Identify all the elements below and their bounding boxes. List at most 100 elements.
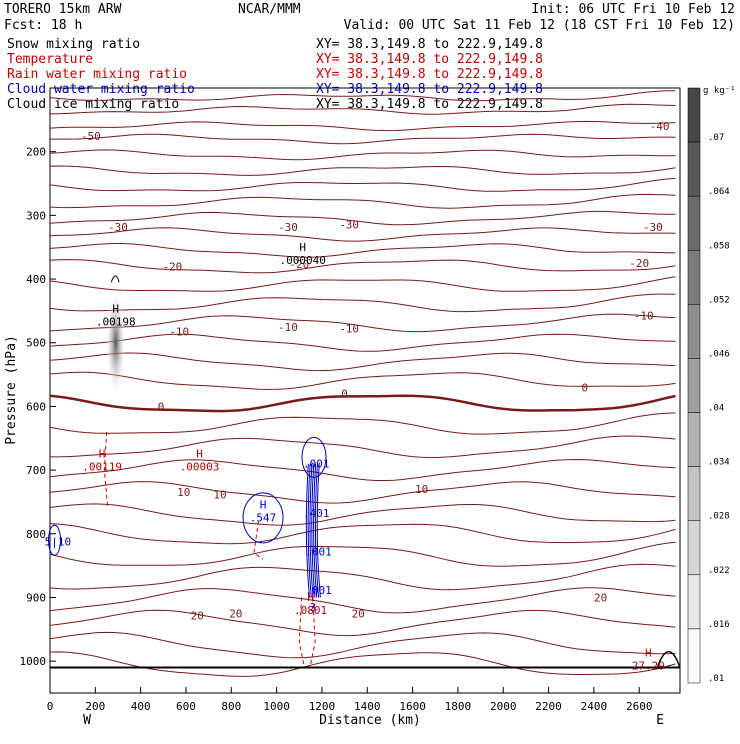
isotherm-label: -40 — [650, 120, 670, 133]
isotherm-line — [49, 90, 676, 102]
maximum-value: .0801 — [294, 604, 327, 617]
colorbar-cell — [687, 250, 701, 305]
isotherm-label: -30 — [643, 221, 663, 234]
rain-contour — [298, 597, 305, 665]
x-tick-label: 600 — [176, 700, 196, 713]
cloud-label: .001 — [305, 546, 332, 559]
legend-name-snow: Snow mixing ratio — [7, 37, 140, 52]
cloud-water-contour — [311, 463, 316, 598]
isotherm-label: 0 — [158, 400, 165, 413]
cloud-label: .001 — [303, 458, 330, 471]
isotherm-label: -20 — [289, 258, 309, 271]
cloud-label: .401 — [303, 507, 330, 520]
valid-label: Valid: 00 UTC Sat 11 Feb 12 (18 CST Fri … — [344, 18, 735, 33]
isotherm-line — [49, 651, 676, 677]
y-tick-label: 200 — [26, 146, 46, 159]
colorbar-cell — [687, 87, 701, 143]
x-tick-label: 2600 — [626, 700, 653, 713]
cloud-water-contour — [307, 463, 312, 598]
isotherm-label: -30 — [108, 221, 128, 234]
isotherm-label: 20 — [594, 591, 607, 604]
isotherm-line — [49, 210, 676, 226]
colorbar-cell — [687, 628, 701, 684]
isotherm-line — [49, 243, 676, 258]
y-tick-label: 800 — [26, 528, 46, 541]
isotherm-line — [49, 293, 676, 313]
isotherm-line — [49, 352, 676, 372]
maximum-marker: H — [260, 499, 267, 512]
x-tick-label: 2400 — [581, 700, 608, 713]
y-tick-label: 600 — [26, 400, 46, 413]
y-tick-label: 1000 — [20, 655, 47, 668]
x-tick-label: 1000 — [263, 700, 290, 713]
colorbar-cell — [687, 141, 701, 197]
isotherm-line — [49, 227, 676, 242]
isotherm-line — [49, 394, 676, 413]
maximum-marker: H — [99, 448, 106, 461]
y-tick-label: 300 — [26, 209, 46, 222]
legend-name-cloud-water: Cloud water mixing ratio — [7, 82, 195, 97]
colorbar-cell — [687, 520, 701, 576]
y-tick-label: 900 — [26, 591, 46, 604]
isotherm-line — [49, 541, 676, 567]
y-axis-title: Pressure (hPa) — [4, 335, 19, 445]
maximum-marker: H — [112, 303, 119, 316]
legend-xy-rain: XY= 38.3,149.8 to 222.9,149.8 — [316, 67, 543, 82]
legend-name-temperature: Temperature — [7, 52, 93, 67]
temperature-contours — [49, 90, 680, 677]
isotherm-line — [50, 133, 676, 145]
colorbar-unit: g kg⁻¹ — [703, 86, 736, 96]
maximum-value: .00119 — [82, 461, 122, 474]
colorbar-label: .058 — [708, 241, 730, 251]
x-tick-label: 1800 — [445, 700, 472, 713]
x-axis-title: Distance (km) — [319, 713, 421, 728]
colorbar-label: .028 — [708, 512, 730, 522]
maximum-value: .00198 — [96, 316, 136, 329]
isotherm-line — [49, 458, 676, 481]
cloud-water-contour — [313, 463, 318, 598]
isotherm-label: -30 — [278, 221, 298, 234]
isotherm-line — [49, 371, 676, 390]
isotherm-line — [50, 435, 676, 459]
colorbar-cell — [687, 412, 701, 467]
maximum-marker: H — [196, 448, 203, 461]
x-tick-label: 0 — [47, 700, 54, 713]
y-tick-label: 500 — [26, 337, 46, 350]
isotherm-line — [49, 276, 676, 292]
isotherm-line — [49, 523, 676, 545]
x-tick-label: 1600 — [399, 700, 426, 713]
colorbar-label: .052 — [708, 295, 730, 305]
isotherm-label: 20 — [229, 607, 242, 620]
isotherm-label: -10 — [278, 321, 298, 334]
hydrometeor-fields — [48, 275, 681, 668]
colorbar-label: .034 — [708, 458, 730, 468]
isotherm-line — [49, 503, 676, 526]
cloud-water-contour — [301, 436, 327, 478]
cloud-label: .001 — [305, 584, 332, 597]
terrain-bump — [656, 650, 681, 668]
cloud-water-contour — [48, 524, 62, 556]
colorbar-cell — [687, 358, 701, 413]
isotherm-label: -50 — [81, 130, 101, 143]
isotherm-line — [49, 412, 676, 435]
colorbar-label: .064 — [708, 187, 730, 197]
isotherm-label: 20 — [191, 609, 204, 622]
colorbar-cell — [687, 574, 701, 630]
isotherm-label: 10 — [415, 483, 428, 496]
isotherm-line — [49, 103, 676, 115]
isotherm-line — [49, 631, 676, 659]
isotherm-label: -20 — [629, 257, 649, 270]
snow-plume — [105, 287, 126, 398]
colorbar-cell — [687, 195, 701, 251]
isotherm-label: -10 — [169, 325, 189, 338]
legend-name-rain: Rain water mixing ratio — [7, 67, 187, 82]
colorbar-label: .04 — [708, 404, 724, 414]
plot-frame — [49, 87, 681, 694]
isotherm-line — [49, 313, 676, 333]
isotherm-label: 20 — [352, 607, 365, 620]
isotherm-line — [49, 333, 676, 352]
model-label: TORERO 15km ARW — [4, 2, 122, 17]
cloud-water-contour — [242, 492, 284, 544]
maximum-value: .000040 — [280, 254, 326, 267]
